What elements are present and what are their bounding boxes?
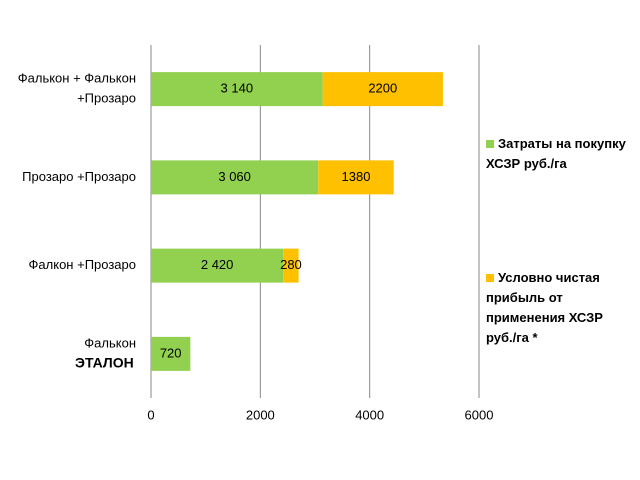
y-tick-label: Прозаро +Прозаро (22, 169, 136, 184)
bar-segment (322, 72, 443, 107)
legend-entry: Условно чистая прибыль от применения ХСЗ… (486, 268, 636, 348)
bar-segment (151, 72, 323, 107)
x-tick-label: 4000 (355, 407, 384, 422)
bar-segment (318, 160, 394, 195)
x-tick-label: 0 (147, 407, 154, 422)
legend-label: Затраты на покупку ХСЗР руб./га (486, 136, 626, 171)
data-label: 3 060 (218, 169, 251, 184)
legend-entry: Затраты на покупку ХСЗР руб./га (486, 134, 636, 174)
legend-swatch (486, 140, 494, 148)
data-label: 280 (280, 257, 302, 272)
y-tick-label: Фалькон (84, 335, 136, 350)
data-label: 720 (160, 345, 182, 360)
bar-segment (283, 248, 299, 283)
y-tick-label: ЭТАЛОН (75, 355, 134, 371)
bar-segment (151, 336, 191, 371)
data-label: 2 420 (201, 257, 234, 272)
bar-segment (151, 160, 319, 195)
data-label: 3 140 (221, 81, 254, 96)
y-tick-label: Фалькон + Фалькон (18, 71, 136, 86)
x-tick-label: 6000 (465, 407, 494, 422)
legend-swatch (486, 274, 494, 282)
data-label: 2200 (368, 81, 397, 96)
y-tick-label: Фалкон +Прозаро (29, 257, 136, 272)
y-tick-label: +Прозаро (77, 91, 136, 106)
legend-label: Условно чистая прибыль от применения ХСЗ… (486, 270, 603, 345)
bar-segment (151, 248, 284, 283)
data-label: 1380 (342, 169, 371, 184)
x-tick-label: 2000 (246, 407, 275, 422)
